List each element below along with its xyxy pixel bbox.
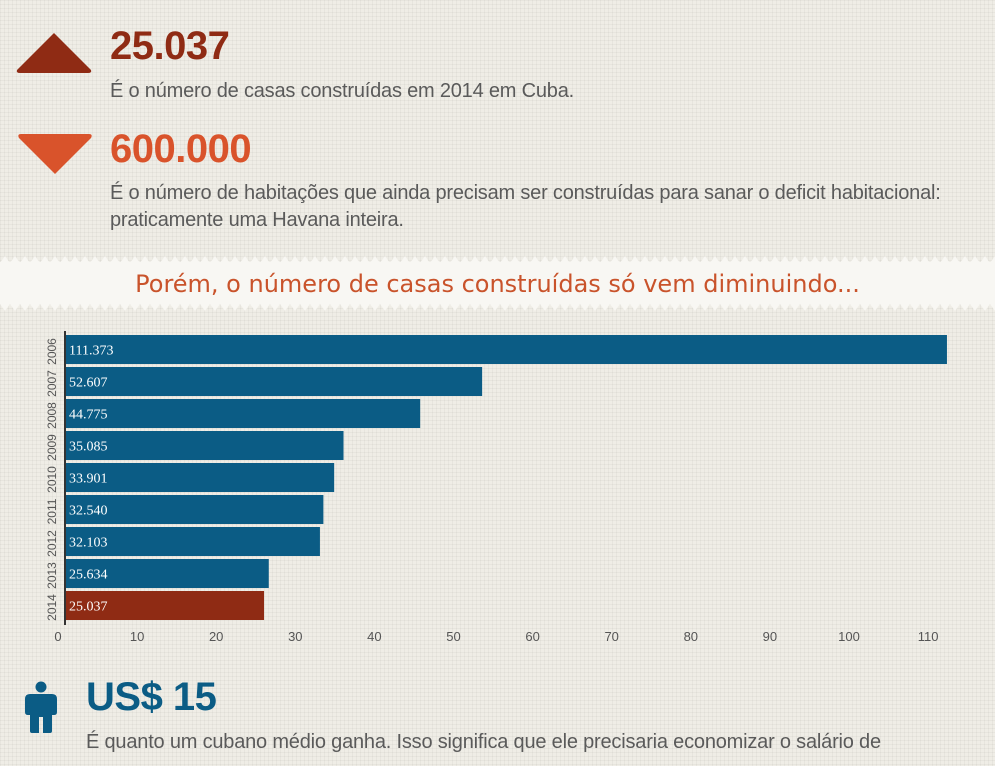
x-tick-label-60: 60 — [525, 629, 539, 644]
bar-2014 — [66, 591, 265, 620]
bar-2009 — [66, 431, 344, 460]
y-tick-label-2011: 2011 — [45, 498, 59, 524]
stat-housing-deficit-description: É o número de habitações que ainda preci… — [110, 182, 941, 231]
bar-2006 — [66, 335, 947, 364]
stat-average-salary-value: US$ 15 — [86, 675, 217, 719]
band-zigzag-bottom — [0, 304, 995, 312]
x-tick-label-80: 80 — [684, 629, 698, 644]
x-tick-label-90: 90 — [763, 629, 777, 644]
y-tick-label-2008: 2008 — [45, 402, 59, 429]
houses-built-bar-chart: 111.373200652.607200744.775200835.085200… — [45, 331, 947, 644]
stat-houses-2014-value: 25.037 — [110, 24, 230, 68]
bar-value-label-2006: 111.373 — [69, 344, 113, 359]
person-icon — [25, 681, 57, 733]
stat-housing-deficit-value: 600.000 — [110, 127, 252, 171]
x-tick-label-20: 20 — [209, 629, 223, 644]
y-tick-label-2013: 2013 — [45, 562, 59, 589]
x-tick-label-70: 70 — [604, 629, 618, 644]
y-tick-label-2009: 2009 — [45, 434, 59, 461]
band-zigzag-top — [0, 255, 995, 263]
y-tick-label-2014: 2014 — [45, 594, 59, 621]
x-tick-label-50: 50 — [446, 629, 460, 644]
bar-2011 — [66, 495, 324, 524]
x-tick-label-0: 0 — [54, 629, 61, 644]
triangle-down-icon — [18, 134, 92, 174]
bar-value-label-2009: 35.085 — [69, 440, 108, 455]
x-tick-label-30: 30 — [288, 629, 302, 644]
bar-value-label-2011: 32.540 — [69, 504, 108, 519]
y-tick-label-2007: 2007 — [45, 370, 59, 397]
chart-title: Porém, o número de casas construídas só … — [135, 270, 860, 298]
bar-value-label-2010: 33.901 — [69, 472, 108, 487]
bar-2010 — [66, 463, 335, 492]
bar-value-label-2014: 25.037 — [69, 600, 108, 615]
triangle-up-icon — [16, 33, 92, 73]
bar-2007 — [66, 367, 483, 396]
bar-2013 — [66, 559, 269, 588]
bar-value-label-2013: 25.634 — [69, 568, 108, 583]
bar-value-label-2008: 44.775 — [69, 408, 108, 423]
x-tick-label-100: 100 — [838, 629, 860, 644]
y-tick-label-2006: 2006 — [45, 338, 59, 365]
bar-2008 — [66, 399, 421, 428]
bar-value-label-2012: 32.103 — [69, 536, 108, 551]
bar-2012 — [66, 527, 320, 556]
x-tick-label-110: 110 — [918, 629, 939, 644]
y-tick-label-2010: 2010 — [45, 466, 59, 493]
x-tick-label-40: 40 — [367, 629, 381, 644]
stat-houses-2014-description: É o número de casas construídas em 2014 … — [110, 80, 574, 102]
stat-average-salary-description: É quanto um cubano médio ganha. Isso sig… — [86, 731, 881, 753]
title-band — [0, 262, 995, 304]
x-tick-label-10: 10 — [130, 629, 144, 644]
y-tick-label-2012: 2012 — [45, 530, 59, 557]
bar-value-label-2007: 52.607 — [69, 376, 108, 391]
